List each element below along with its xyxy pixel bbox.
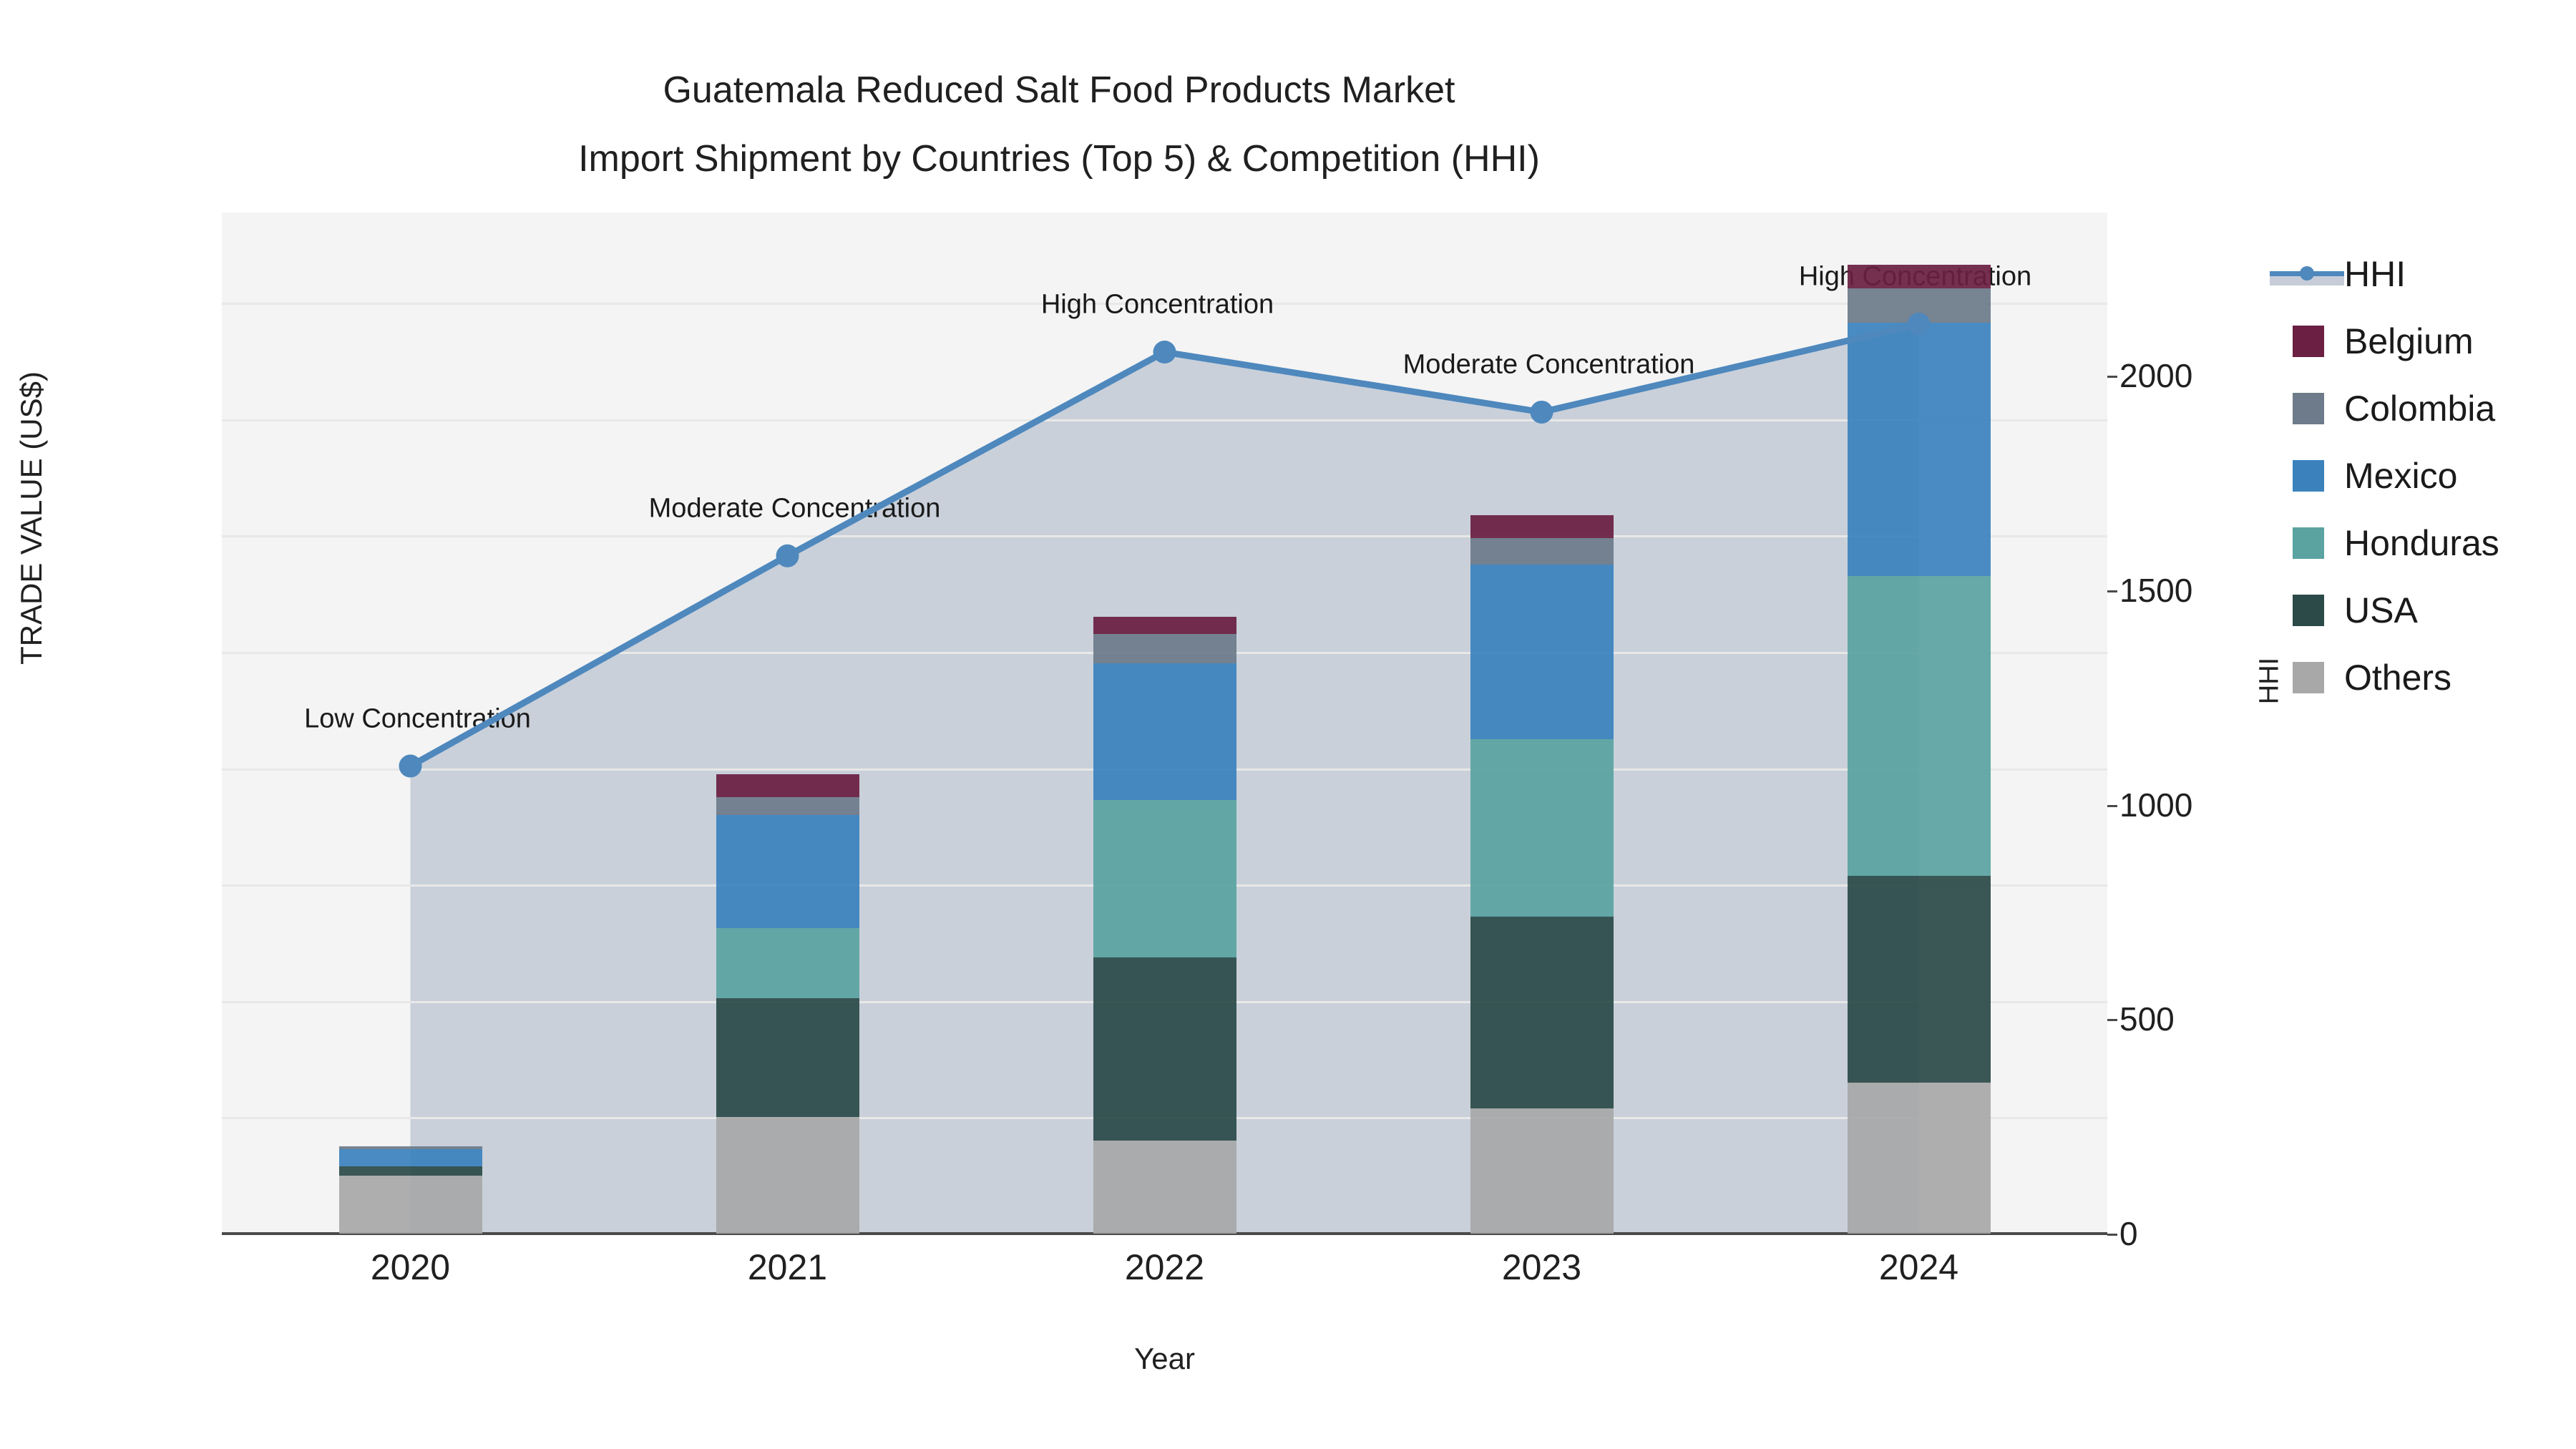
bar-segment-2024-honduras[interactable]: [1847, 576, 1991, 876]
legend-label: Colombia: [2344, 389, 2496, 429]
x-axis-tick-2021: 2021: [747, 1247, 828, 1287]
bar-segment-2023-belgium[interactable]: [1470, 514, 1614, 539]
chart-legend: HHI Belgium Colombia Mexico Honduras USA Other…: [2270, 240, 2570, 711]
x-axis-label: Year: [1134, 1342, 1195, 1375]
y-axis-right-tick-mark: [2107, 590, 2117, 592]
legend-label: Belgium: [2344, 321, 2474, 361]
bar-segment-2023-usa[interactable]: [1470, 916, 1614, 1109]
bar-segment-2021-usa[interactable]: [716, 997, 859, 1118]
bar-segment-2021-belgium[interactable]: [716, 774, 859, 798]
legend-item-hhi[interactable]: HHI: [2270, 240, 2570, 308]
y-axis-right-tick-0: 0: [2119, 1215, 2138, 1252]
bar-segment-2024-usa[interactable]: [1847, 875, 1991, 1083]
chart-title-line-2: Import Shipment by Countries (Top 5) & C…: [578, 138, 1540, 180]
legend-item-colombia[interactable]: Colombia: [2270, 375, 2570, 442]
y-axis-right-tick-1000: 1000: [2119, 786, 2193, 824]
bar-segment-2021-others[interactable]: [716, 1117, 859, 1234]
legend-label: Others: [2344, 658, 2452, 698]
legend-swatch-icon: [2293, 527, 2324, 559]
y-axis-right-tick-mark: [2107, 804, 2117, 807]
bar-segment-2023-colombia[interactable]: [1470, 538, 1614, 565]
y-axis-right-tick-mark: [2107, 1234, 2117, 1236]
annotation-2022: High Concentration: [1040, 289, 1274, 320]
x-axis-tick-2023: 2023: [1501, 1247, 1582, 1287]
bar-segment-2020-usa[interactable]: [338, 1166, 482, 1176]
annotation-2021: Moderate Concentration: [648, 493, 941, 524]
legend-item-others[interactable]: Others: [2270, 644, 2570, 711]
bar-segment-2021-honduras[interactable]: [716, 928, 859, 998]
chart-title: Guatemala Reduced Salt Food Products Mar…: [0, 56, 2118, 193]
legend-item-belgium[interactable]: Belgium: [2270, 308, 2570, 375]
bar-segment-2022-belgium[interactable]: [1093, 617, 1236, 635]
bar-segment-2022-mexico[interactable]: [1093, 663, 1236, 801]
legend-label: USA: [2344, 590, 2418, 630]
bar-segment-2022-colombia[interactable]: [1093, 634, 1236, 664]
bar-segment-2021-colombia[interactable]: [716, 797, 859, 815]
x-axis-tick-2024: 2024: [1878, 1247, 1959, 1287]
bar-segment-2024-belgium[interactable]: [1847, 265, 1991, 288]
x-axis-tick-2020: 2020: [370, 1247, 451, 1287]
annotation-2020: Low Concentration: [304, 703, 531, 734]
chart-title-line-1: Guatemala Reduced Salt Food Products Mar…: [663, 69, 1455, 111]
bar-segment-2023-honduras[interactable]: [1470, 738, 1614, 917]
y-axis-right-tick-1500: 1500: [2119, 571, 2193, 609]
bar-segment-2023-mexico[interactable]: [1470, 564, 1614, 739]
legend-item-honduras[interactable]: Honduras: [2270, 509, 2570, 577]
legend-swatch-icon: [2293, 460, 2324, 492]
legend-swatch-icon: [2293, 662, 2324, 693]
legend-swatch-icon: [2293, 393, 2324, 424]
bar-segment-2023-others[interactable]: [1470, 1108, 1614, 1234]
gridline: [222, 419, 2107, 421]
y-axis-left-label: TRADE VALUE (US$): [14, 371, 48, 665]
y-axis-right-tick-500: 500: [2119, 1000, 2175, 1038]
legend-label: HHI: [2344, 254, 2406, 294]
legend-swatch-icon: [2293, 595, 2324, 626]
bar-segment-2024-colombia[interactable]: [1847, 288, 1991, 323]
legend-swatch-icon: [2293, 326, 2324, 357]
bar-segment-2020-others[interactable]: [338, 1175, 482, 1234]
y-axis-right-tick-mark: [2107, 1019, 2117, 1022]
gridline: [222, 535, 2107, 538]
bar-segment-2020-mexico[interactable]: [338, 1149, 482, 1167]
bar-segment-2024-others[interactable]: [1847, 1082, 1991, 1234]
bar-segment-2022-honduras[interactable]: [1093, 800, 1236, 957]
bar-segment-2022-usa[interactable]: [1093, 957, 1236, 1141]
y-axis-right-tick-2000: 2000: [2119, 357, 2193, 394]
gridline: [222, 303, 2107, 305]
legend-label: Mexico: [2344, 456, 2458, 496]
bar-segment-2024-mexico[interactable]: [1847, 323, 1991, 577]
legend-line-icon: [2270, 258, 2344, 290]
bar-segment-2021-mexico[interactable]: [716, 814, 859, 929]
legend-item-mexico[interactable]: Mexico: [2270, 442, 2570, 509]
x-axis-baseline: [222, 1232, 2107, 1235]
annotation-2023: Moderate Concentration: [1402, 349, 1695, 380]
bar-segment-2020-colombia[interactable]: [338, 1146, 482, 1150]
y-axis-right-tick-mark: [2107, 376, 2117, 378]
legend-item-usa[interactable]: USA: [2270, 577, 2570, 644]
legend-label: Honduras: [2344, 523, 2499, 563]
bar-segment-2022-others[interactable]: [1093, 1140, 1236, 1234]
x-axis-tick-2022: 2022: [1124, 1247, 1205, 1287]
